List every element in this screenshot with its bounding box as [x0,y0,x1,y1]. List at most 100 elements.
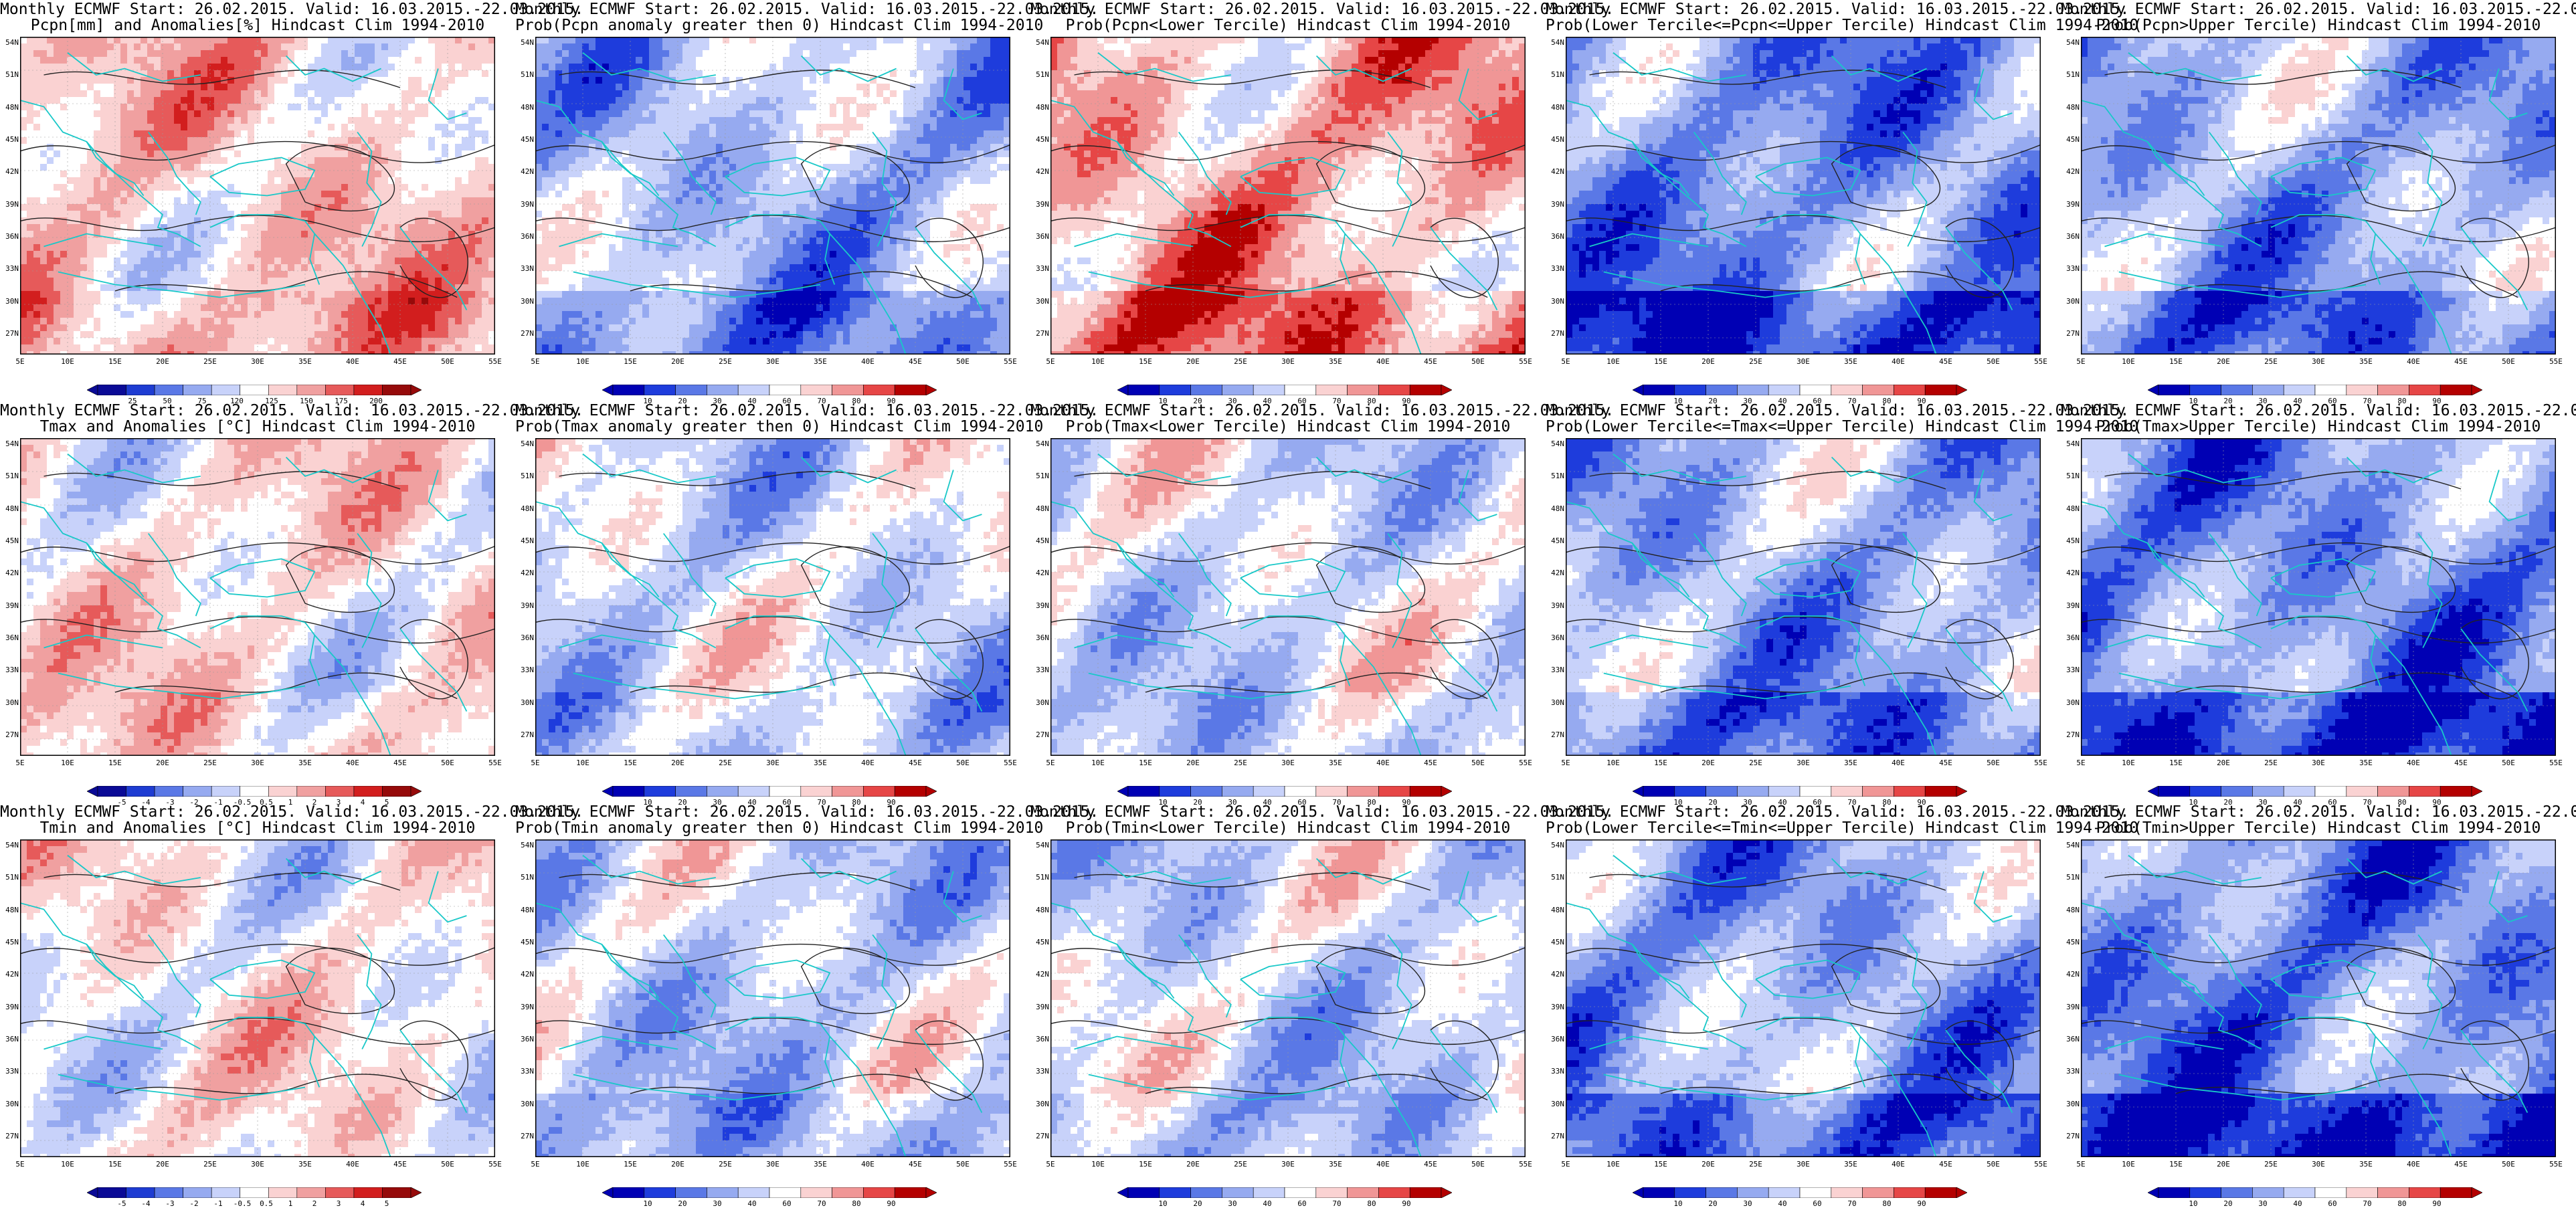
latitude-label: 42N [2057,569,2080,577]
forecast-map [20,37,495,355]
latitude-label: 30N [0,297,19,306]
longitude-label: 10E [54,357,81,366]
longitude-label: 15E [2163,357,2189,366]
map-field [535,438,1010,756]
longitude-label: 20E [664,1160,691,1169]
latitude-label: 48N [1542,103,1564,112]
longitude-label: 15E [1647,357,1674,366]
map-field [2081,37,2556,355]
latitude-label: 27N [2057,1132,2080,1140]
latitude-label: 45N [1542,938,1564,946]
latitude-label: 54N [1026,841,1049,849]
map-panel: Monthly ECMWF Start: 26.02.2015. Valid: … [1030,803,1546,1204]
longitude-label: 45E [1417,759,1444,767]
longitude-label: 10E [1085,357,1111,366]
latitude-label: 48N [511,103,534,112]
longitude-label: 30E [759,1160,786,1169]
longitude-label: 15E [1647,1160,1674,1169]
longitude-label: 5E [522,357,549,366]
colorbar [1117,1187,1452,1198]
colorbar [602,385,937,395]
colorbar [1117,385,1452,395]
latitude-label: 48N [2057,504,2080,513]
longitude-label: 5E [1552,1160,1579,1169]
longitude-label: 55E [997,1160,1024,1169]
latitude-label: 51N [2057,70,2080,79]
map-panel: Monthly ECMWF Start: 26.02.2015. Valid: … [1546,401,2061,803]
longitude-label: 30E [1790,357,1817,366]
latitude-label: 45N [511,938,534,946]
longitude-label: 20E [149,759,176,767]
latitude-label: 42N [1542,569,1564,577]
latitude-label: 27N [1542,730,1564,739]
latitude-label: 36N [511,633,534,642]
latitude-label: 45N [2057,135,2080,144]
longitude-label: 5E [1552,759,1579,767]
latitude-label: 33N [2057,264,2080,273]
longitude-label: 35E [2353,1160,2379,1169]
longitude-label: 15E [1647,759,1674,767]
map-field [535,839,1010,1157]
longitude-label: 35E [1322,759,1349,767]
longitude-label: 35E [1837,759,1864,767]
latitude-label: 42N [0,970,19,979]
map-panel: Monthly ECMWF Start: 26.02.2015. Valid: … [515,0,1030,401]
panel-title: Monthly ECMWF Start: 26.02.2015. Valid: … [1546,804,2061,821]
longitude-label: 35E [807,357,834,366]
colorbar [602,1187,937,1198]
panel-title: Monthly ECMWF Start: 26.02.2015. Valid: … [1546,1,2061,18]
latitude-label: 45N [511,536,534,545]
longitude-label: 10E [54,1160,81,1169]
longitude-label: 25E [1742,1160,1769,1169]
longitude-label: 30E [244,1160,271,1169]
longitude-label: 5E [1552,357,1579,366]
longitude-label: 5E [2067,759,2094,767]
longitude-label: 45E [387,759,413,767]
latitude-label: 27N [0,730,19,739]
longitude-label: 40E [2400,357,2427,366]
longitude-label: 35E [807,759,834,767]
panel-subtitle: Prob(Pcpn>Upper Tercile) Hindcast Clim 1… [2061,17,2576,34]
latitude-label: 27N [0,1132,19,1140]
longitude-label: 35E [2353,357,2379,366]
longitude-label: 5E [7,1160,33,1169]
longitude-label: 35E [292,759,318,767]
latitude-label: 48N [1542,906,1564,914]
longitude-label: 30E [1790,1160,1817,1169]
latitude-label: 54N [1026,38,1049,47]
longitude-label: 15E [102,1160,128,1169]
map-field [2081,438,2556,756]
colorbar [2148,385,2482,395]
longitude-label: 50E [1465,1160,1491,1169]
longitude-label: 55E [1512,1160,1539,1169]
panel-subtitle: Prob(Tmin anomaly greater then 0) Hindca… [515,820,1030,837]
longitude-label: 25E [2258,357,2284,366]
longitude-label: 25E [197,1160,223,1169]
latitude-label: 27N [0,329,19,338]
longitude-label: 45E [902,1160,929,1169]
latitude-label: 51N [1542,472,1564,480]
panel-title: Monthly ECMWF Start: 26.02.2015. Valid: … [515,1,1030,18]
latitude-label: 42N [511,167,534,176]
latitude-label: 45N [1026,536,1049,545]
longitude-label: 50E [949,759,976,767]
map-panel: Monthly ECMWF Start: 26.02.2015. Valid: … [515,803,1030,1204]
longitude-label: 25E [2258,759,2284,767]
latitude-label: 36N [1026,1035,1049,1043]
longitude-label: 40E [1370,357,1396,366]
longitude-label: 25E [1742,357,1769,366]
panel-subtitle: Prob(Tmax anomaly greater then 0) Hindca… [515,419,1030,435]
latitude-label: 33N [0,264,19,273]
longitude-label: 15E [1132,759,1159,767]
panel-subtitle: Prob(Tmax<Lower Tercile) Hindcast Clim 1… [1030,419,1546,435]
longitude-label: 45E [2448,759,2474,767]
latitude-label: 30N [2057,1100,2080,1108]
latitude-label: 27N [511,1132,534,1140]
longitude-label: 10E [2115,357,2142,366]
panel-title: Monthly ECMWF Start: 26.02.2015. Valid: … [1546,403,2061,419]
latitude-label: 30N [1026,297,1049,306]
latitude-label: 36N [0,232,19,241]
colorbar [1117,786,1452,797]
map-panel: Monthly ECMWF Start: 26.02.2015. Valid: … [0,401,515,803]
panel-title: Monthly ECMWF Start: 26.02.2015. Valid: … [0,804,515,821]
